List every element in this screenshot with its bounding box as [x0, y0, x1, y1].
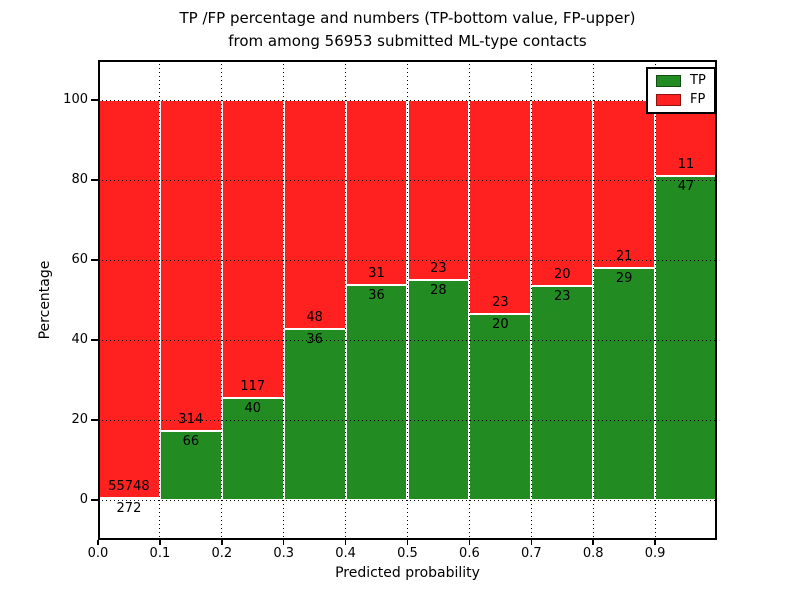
x-tick-label-0.2: 0.2: [211, 546, 233, 561]
bar-7-fp-count: 20: [553, 267, 571, 283]
bar-8-fp-segment: [593, 100, 656, 268]
bar-7-tp-count: 23: [553, 289, 571, 305]
y-tick-100: [91, 99, 98, 101]
bar-4-fp-count: 31: [368, 266, 385, 282]
x-tick-label-0.1: 0.1: [149, 546, 171, 561]
bar-0-tp-count: 272: [116, 501, 142, 517]
y-tick-20: [91, 419, 98, 421]
legend-label-fp: FP: [690, 92, 706, 107]
bar-7-fp-segment: [531, 100, 594, 287]
gridline-x-0.6: [468, 60, 470, 540]
bar-3-tp-count: 36: [306, 331, 323, 347]
x-tick-0.2: [221, 540, 223, 545]
legend: TP FP: [646, 67, 716, 114]
gridline-x-0.7: [530, 60, 532, 540]
x-tick-label-0.4: 0.4: [335, 546, 356, 561]
legend-entry-fp: FP: [656, 93, 706, 107]
y-axis-label: Percentage: [37, 260, 53, 340]
y-tick-label-20: 20: [71, 412, 88, 427]
bar-5-fp-count: 23: [430, 261, 447, 277]
x-tick-label-0.9: 0.9: [644, 546, 666, 561]
bar-9-tp-segment: [655, 175, 717, 500]
x-tick-label-0.7: 0.7: [520, 546, 542, 561]
plot-area: 55748 272 314 66 117 40 48 36 31 36 23 28 23 20 20 23 21…: [98, 60, 717, 540]
bar-6-fp-segment: [469, 100, 532, 314]
bar-1-tp-count: 66: [182, 433, 200, 449]
x-tick-label-0.0: 0.0: [87, 546, 109, 561]
bar-1-tp-segment: [159, 430, 222, 500]
bar-5-fp-segment: [407, 100, 470, 281]
gridline-x-0.9: [654, 60, 656, 540]
x-tick-label-0.3: 0.3: [273, 546, 295, 561]
bar-5-tp-segment: [407, 280, 470, 500]
x-tick-0.1: [159, 540, 161, 545]
x-tick-0.9: [654, 540, 656, 545]
bar-6-fp-count: 23: [492, 294, 509, 310]
x-tick-label-0.8: 0.8: [582, 546, 604, 561]
y-tick-label-100: 100: [63, 92, 88, 107]
y-tick-label-80: 80: [71, 172, 88, 187]
legend-entry-tp: TP: [656, 74, 706, 88]
bar-4-tp-count: 36: [368, 288, 385, 304]
bar-0-fp-count: 55748: [108, 479, 150, 495]
bar-0-fp-segment: [98, 100, 160, 499]
x-tick-0.4: [344, 540, 347, 545]
bar-6-tp-count: 20: [492, 316, 509, 332]
y-tick-label-0: 0: [79, 492, 88, 507]
bar-6-tp-segment: [469, 313, 532, 500]
gridline-x-0.3: [283, 60, 285, 540]
bar-4-fp-segment: [345, 100, 408, 286]
gridline-x-0.1: [159, 60, 161, 540]
bar-1-fp-count: 314: [178, 411, 204, 427]
bar-7-tp-segment: [531, 286, 594, 500]
bar-8-tp-count: 29: [615, 271, 633, 286]
bar-3-fp-segment: [283, 100, 346, 329]
bar-9-fp-count: 11: [677, 156, 695, 172]
bar-8-tp-segment: [593, 268, 656, 500]
bar-2-fp-count: 117: [240, 379, 266, 395]
gridline-x-0.8: [592, 60, 594, 540]
y-tick-60: [91, 259, 98, 261]
legend-swatch-fp: [656, 94, 681, 106]
chart-title-line1: TP /FP percentage and numbers (TP-bottom…: [179, 9, 636, 27]
y-tick-80: [91, 179, 98, 181]
x-tick-label-0.6: 0.6: [459, 546, 480, 561]
x-tick-0.5: [406, 540, 409, 545]
x-axis-label: Predicted probability: [335, 565, 480, 581]
y-tick-40: [91, 339, 98, 341]
x-tick-0.3: [282, 540, 285, 545]
x-tick-label-0.5: 0.5: [397, 546, 418, 561]
x-tick-0.0: [97, 540, 99, 545]
bar-5-tp-count: 28: [430, 283, 447, 299]
gridline-x-0.4: [345, 60, 347, 540]
bar-3-tp-segment: [283, 328, 346, 500]
legend-swatch-tp: [656, 75, 681, 87]
chart-title-line2: from among 56953 submitted ML-type conta…: [228, 32, 587, 50]
bar-9-tp-count: 47: [677, 178, 695, 194]
x-tick-0.6: [468, 540, 471, 545]
bar-2-tp-segment: [221, 398, 284, 500]
bar-8-fp-count: 21: [615, 249, 633, 264]
chart-title: TP /FP percentage and numbers (TP-bottom…: [98, 7, 717, 53]
x-tick-0.7: [530, 540, 533, 545]
gridline-x-0.2: [221, 60, 223, 540]
y-tick-label-40: 40: [71, 332, 88, 347]
gridline-x-0.5: [407, 60, 408, 540]
bar-3-fp-count: 48: [306, 309, 323, 325]
bar-4-tp-segment: [345, 285, 408, 500]
bar-1-fp-segment: [159, 100, 222, 431]
y-tick-0: [91, 499, 98, 501]
bar-2-fp-segment: [221, 100, 284, 399]
legend-label-tp: TP: [690, 73, 706, 88]
x-tick-0.8: [592, 540, 594, 545]
y-tick-label-60: 60: [71, 252, 88, 267]
bar-2-tp-count: 40: [244, 401, 262, 417]
